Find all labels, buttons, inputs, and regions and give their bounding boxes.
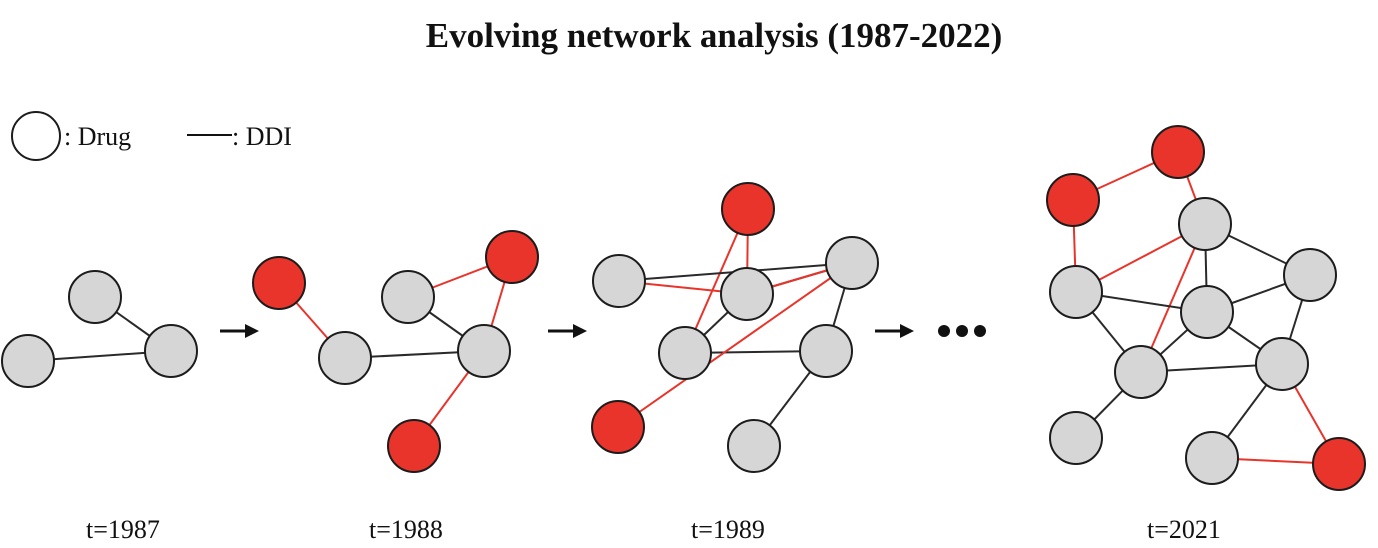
ellipsis-icon	[938, 325, 986, 337]
new-drug-node	[1151, 125, 1205, 179]
drug-node	[1114, 345, 1168, 399]
network-snapshot-1987	[1, 270, 198, 388]
snapshot-label-1987: t=1987	[86, 515, 160, 544]
new-ddi-edge	[617, 262, 853, 428]
drug-node	[381, 270, 435, 324]
drug-node	[1, 334, 55, 388]
drug-node	[1049, 265, 1103, 319]
new-drug-node	[1312, 437, 1366, 491]
snapshot-label-1989: t=1989	[691, 515, 765, 544]
drug-node	[68, 270, 122, 324]
drug-node	[1185, 431, 1239, 485]
drug-node	[1255, 337, 1309, 391]
new-drug-node	[252, 256, 306, 310]
drug-node	[658, 326, 712, 380]
new-drug-node	[485, 230, 539, 284]
drug-node	[1180, 285, 1234, 339]
new-drug-node	[1046, 173, 1100, 227]
drug-node	[825, 236, 879, 290]
network-snapshot-2021	[1046, 125, 1366, 491]
snapshot-label-2021: t=2021	[1147, 515, 1221, 544]
drug-node	[144, 324, 198, 378]
drug-node	[799, 324, 853, 378]
arrow-right-icon	[220, 324, 259, 338]
drug-node	[318, 331, 372, 385]
drug-node	[720, 267, 774, 321]
arrow-right-icon	[548, 324, 587, 338]
drug-node	[1178, 197, 1232, 251]
legend-drug-label: : Drug	[64, 122, 131, 151]
legend-ddi-label: : DDI	[232, 122, 292, 151]
legend: : Drug : DDI	[11, 111, 292, 161]
drug-node	[1283, 248, 1337, 302]
network-snapshot-1989	[591, 182, 879, 473]
snapshot-label-1988: t=1988	[369, 515, 443, 544]
drug-node	[1049, 411, 1103, 465]
legend-drug-symbol	[11, 111, 61, 161]
new-drug-node	[591, 400, 645, 454]
figure-title: Evolving network analysis (1987-2022)	[426, 16, 1003, 55]
drug-node	[727, 419, 781, 473]
drug-node	[592, 254, 646, 308]
drug-node	[457, 324, 511, 378]
arrow-right-icon	[875, 324, 914, 338]
new-drug-node	[721, 182, 775, 236]
new-drug-node	[387, 419, 441, 473]
network-snapshot-1988	[252, 230, 539, 473]
